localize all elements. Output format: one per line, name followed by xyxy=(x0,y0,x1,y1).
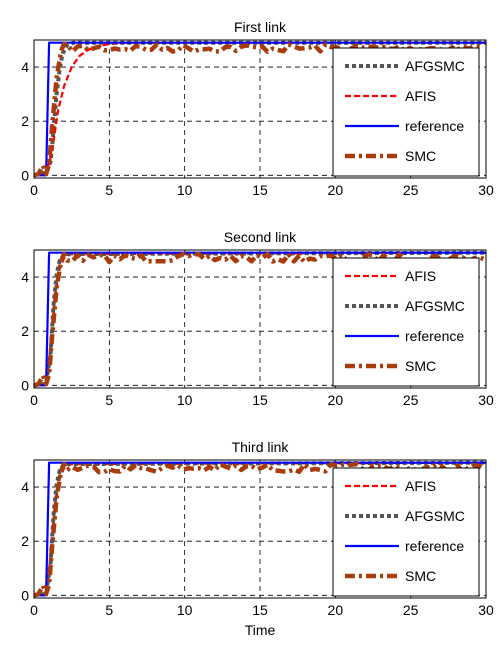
x-tick-label: 0 xyxy=(30,392,38,408)
y-tick-label: 4 xyxy=(21,479,29,495)
chart-panel-3: Third link 0 5 10 15 20 25 30 0 2 4 AFIS AFGSMC refer… xyxy=(21,439,494,638)
legend: AFGSMC AFIS reference SMC xyxy=(332,47,480,177)
chart-title: Second link xyxy=(224,229,297,245)
legend-label: AFIS xyxy=(405,478,436,494)
x-tick-label: 0 xyxy=(30,182,38,198)
legend-box xyxy=(332,47,480,177)
y-tick-label: 0 xyxy=(21,587,29,603)
legend: AFIS AFGSMC reference SMC xyxy=(332,467,480,597)
y-tick-label: 4 xyxy=(21,59,29,75)
x-tick-label: 15 xyxy=(252,182,268,198)
x-tick-label: 10 xyxy=(177,182,193,198)
series-line-smc xyxy=(34,41,484,178)
chart-panel-2: Second link 0 5 10 15 20 25 30 0 2 4 AFIS AFGSMC refe… xyxy=(21,229,494,408)
x-tick-label: 10 xyxy=(177,602,193,618)
x-tick-label: 20 xyxy=(328,392,344,408)
series-line-smc xyxy=(34,251,485,388)
chart-title: First link xyxy=(234,19,287,35)
x-axis-label: Time xyxy=(245,622,276,638)
x-tick-label: 20 xyxy=(328,182,344,198)
x-tick-label: 10 xyxy=(177,392,193,408)
legend-label: reference xyxy=(405,328,464,344)
x-tick-label: 30 xyxy=(478,182,494,198)
legend-label: AFGSMC xyxy=(405,508,465,524)
x-tick-label: 30 xyxy=(478,602,494,618)
x-tick-label: 5 xyxy=(105,602,113,618)
legend: AFIS AFGSMC reference SMC xyxy=(332,257,480,387)
x-tick-label: 15 xyxy=(252,602,268,618)
legend-label: AFGSMC xyxy=(405,298,465,314)
x-tick-label: 25 xyxy=(403,182,419,198)
axes-frame xyxy=(33,39,487,179)
y-tick-label: 2 xyxy=(21,113,29,129)
axes-frame xyxy=(33,249,487,389)
legend-label: SMC xyxy=(405,358,436,374)
x-tick-label: 0 xyxy=(30,602,38,618)
x-tick-label: 15 xyxy=(252,392,268,408)
y-tick-label: 0 xyxy=(21,167,29,183)
y-tick-label: 4 xyxy=(21,269,29,285)
legend-label: AFIS xyxy=(405,88,436,104)
y-tick-label: 2 xyxy=(21,323,29,339)
legend-label: SMC xyxy=(405,148,436,164)
legend-label: AFIS xyxy=(405,268,436,284)
chart-panel-1: First link 0 5 10 15 20 25 30 0 2 4 AFGSMC AFIS refer… xyxy=(21,19,494,198)
y-tick-label: 2 xyxy=(21,533,29,549)
chart-title: Third link xyxy=(232,439,290,455)
legend-box xyxy=(332,257,480,387)
legend-box xyxy=(332,467,480,597)
x-tick-label: 5 xyxy=(105,182,113,198)
axes-frame xyxy=(33,459,487,599)
x-tick-label: 25 xyxy=(403,602,419,618)
legend-label: reference xyxy=(405,118,464,134)
y-tick-label: 0 xyxy=(21,377,29,393)
x-tick-label: 25 xyxy=(403,392,419,408)
x-tick-label: 30 xyxy=(478,392,494,408)
legend-label: SMC xyxy=(405,568,436,584)
legend-label: AFGSMC xyxy=(405,58,465,74)
legend-label: reference xyxy=(405,538,464,554)
x-tick-label: 5 xyxy=(105,392,113,408)
x-tick-label: 20 xyxy=(328,602,344,618)
